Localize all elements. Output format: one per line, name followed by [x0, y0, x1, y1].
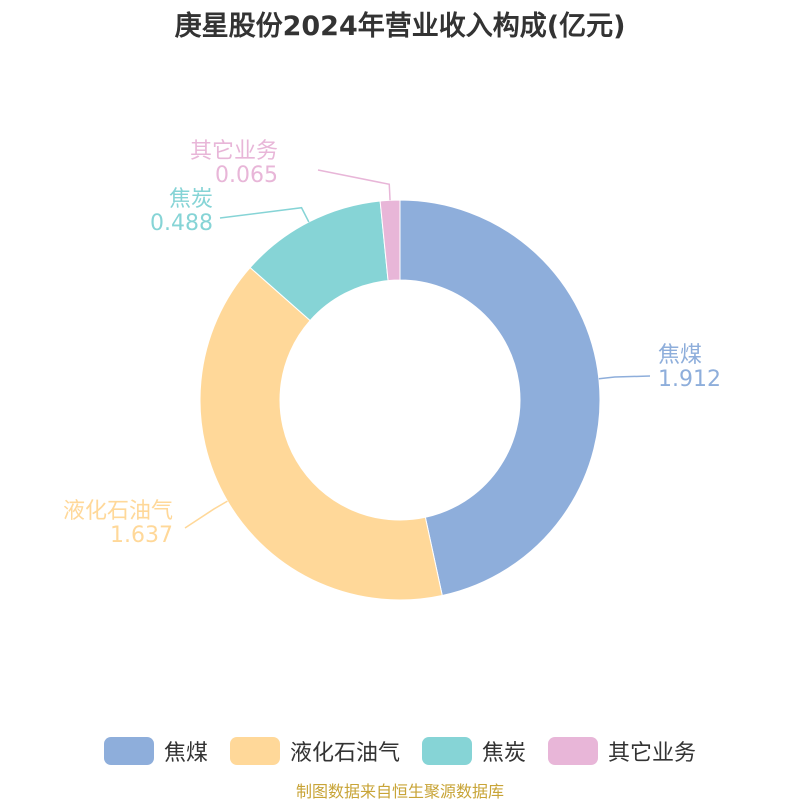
legend-swatch: [229, 737, 280, 765]
legend-label: 其它业务: [608, 741, 697, 766]
leader-line-2: [219, 206, 310, 223]
legend-item-2[interactable]: 焦炭: [422, 735, 526, 767]
legend-label: 液化石油气: [289, 741, 400, 766]
legend-label: 焦煤: [163, 741, 208, 766]
slice-name-label-2: 焦炭: [169, 187, 213, 212]
slice-3: [379, 199, 401, 282]
slice-group: [199, 199, 601, 601]
leader-line-1: [184, 500, 228, 529]
slice-value-label-2: 0.488: [150, 211, 213, 236]
source-note: 制图数据来自恒生聚源数据库: [295, 782, 504, 801]
slice-0: [399, 199, 601, 597]
legend-item-3[interactable]: 其它业务: [548, 735, 696, 767]
legend: 焦煤 液化石油气 焦炭 其它业务: [0, 735, 800, 767]
slice-value-label-3: 0.065: [215, 163, 278, 188]
legend-item-0[interactable]: 焦煤: [103, 735, 208, 767]
slice-name-label-0: 焦煤: [658, 343, 702, 368]
legend-swatch: [422, 737, 472, 765]
legend-label: 焦炭: [482, 741, 527, 766]
chart-title: 庚星股份2024年营业收入构成(亿元): [174, 11, 626, 42]
slice-name-label-3: 其它业务: [190, 139, 278, 164]
legend-item-1[interactable]: 液化石油气: [229, 735, 400, 767]
legend-swatch: [548, 737, 599, 765]
slice-value-label-1: 1.637: [110, 523, 173, 548]
slice-name-label-1: 液化石油气: [63, 499, 173, 524]
slice-1: [199, 266, 443, 601]
leader-line-0: [598, 375, 651, 380]
slice-value-label-0: 1.912: [658, 367, 721, 392]
legend-swatch: [103, 737, 154, 765]
leader-line-3: [317, 169, 391, 201]
